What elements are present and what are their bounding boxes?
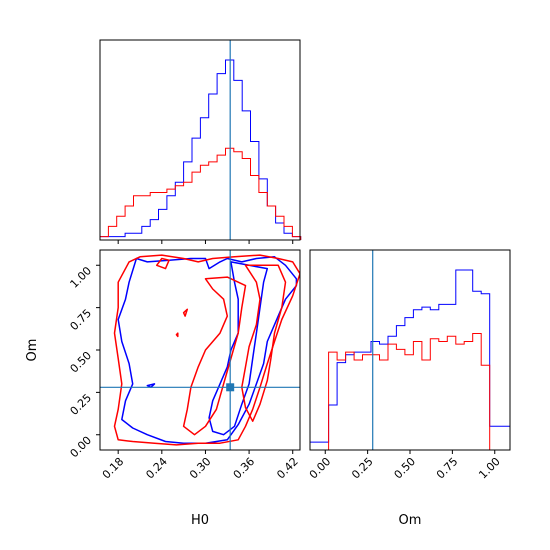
contour-blue	[117, 256, 298, 444]
om-tick-label: 1.00	[476, 455, 503, 482]
om-ytick-label: 0.00	[68, 434, 95, 461]
h0-histogram-red	[99, 147, 302, 240]
om-tick-label: 0.25	[349, 455, 376, 482]
joint-contour-group	[100, 250, 300, 450]
contour-red	[175, 332, 179, 338]
om-hist-frame	[309, 249, 511, 451]
om-histogram-blue	[309, 269, 511, 450]
contour-red	[182, 276, 247, 436]
contour-red	[182, 308, 189, 317]
h0-om-contour-panel: 0.18 0.24 0.30 0.36 0.42 0.00 0.25 0.50 0.75 1.00	[68, 249, 301, 482]
h0-tick-label: 0.36	[231, 455, 258, 482]
contour-red	[155, 257, 170, 270]
om-ytick-label: 0.50	[68, 349, 95, 376]
om-histogram-red	[310, 333, 510, 451]
h0-histogram-blue	[99, 59, 302, 240]
om-tick-label: 0.75	[434, 455, 461, 482]
om-tick-label: 0.00	[307, 455, 334, 482]
om-ytick-label: 0.75	[68, 307, 95, 334]
h0-tick-label: 0.42	[274, 455, 301, 482]
om-ytick-label: 1.00	[68, 264, 95, 291]
x-axis-label-om: Om	[399, 513, 422, 528]
h0-tick-label: 0.30	[187, 455, 214, 482]
x-axis-label-h0: H0	[191, 513, 209, 528]
om-tick-label: 0.50	[392, 455, 419, 482]
h0-histogram-panel	[99, 39, 302, 244]
contour-blue	[146, 383, 156, 389]
contour-red	[113, 254, 300, 446]
y-axis-label-om: Om	[25, 339, 40, 362]
contour-red	[241, 264, 287, 422]
om-ytick-label: 0.25	[68, 391, 95, 418]
h0-hist-frame	[99, 39, 301, 241]
h0-tick-label: 0.24	[143, 455, 170, 482]
truth-marker	[226, 383, 235, 392]
om-histogram-panel: 0.00 0.25 0.50 0.75 1.00	[307, 249, 511, 482]
contour-blue	[208, 261, 269, 436]
h0-tick-label: 0.18	[100, 455, 127, 482]
